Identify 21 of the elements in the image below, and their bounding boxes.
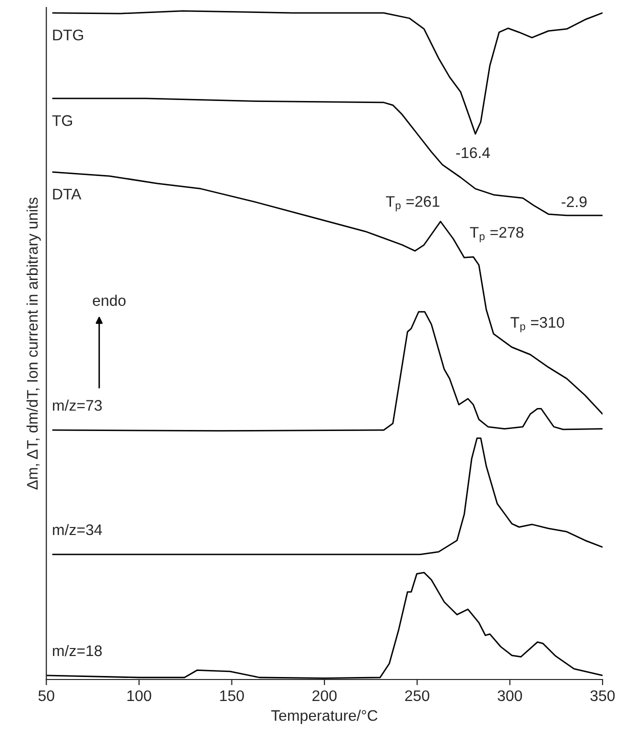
series-label: m/z=73 xyxy=(52,400,102,411)
annotation: T$_{p}$ =310 xyxy=(510,316,564,332)
x-tick-label: 350 xyxy=(590,690,615,702)
x-tick-label: 300 xyxy=(498,690,522,702)
x-tick-label: 150 xyxy=(220,690,244,702)
series-label: TG xyxy=(52,115,72,126)
series-label: m/z=34 xyxy=(52,524,102,536)
annotation: endo xyxy=(92,294,126,306)
annotation: -16.4 xyxy=(456,147,490,158)
annotation: T$_{p}$ =261 xyxy=(386,196,440,212)
series-label: m/z=18 xyxy=(52,644,102,656)
x-tick-label: 200 xyxy=(312,690,337,702)
series-label: DTA xyxy=(53,188,82,200)
x-axis-title: Temperature/°C xyxy=(271,710,378,724)
x-tick-label: 50 xyxy=(38,690,54,702)
x-tick-label: 100 xyxy=(127,690,152,702)
annotation: T$_{p}$ =278 xyxy=(470,226,524,242)
series-label: DTG xyxy=(53,30,84,40)
x-tick-label: 250 xyxy=(405,690,430,702)
y-axis-title: Δm, ΔT, dm/dT, Ion current in arbitrary units xyxy=(26,198,41,490)
annotation: -2.9 xyxy=(562,196,587,208)
